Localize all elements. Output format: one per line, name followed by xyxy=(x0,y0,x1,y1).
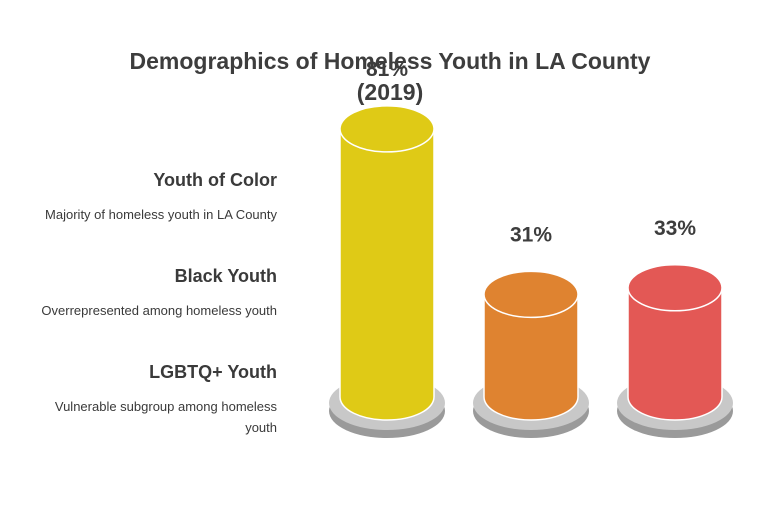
bar-top-2 xyxy=(483,270,579,319)
legend-description: Overrepresented among homeless youth xyxy=(41,303,277,318)
bar-1 xyxy=(339,128,435,421)
legend-label: Black Youth xyxy=(174,266,277,286)
chart-title-line2: (2019) xyxy=(356,79,424,105)
bar-top-1 xyxy=(339,105,435,153)
data-label-1: 81% xyxy=(366,58,408,81)
data-label-3: 33% xyxy=(654,217,696,240)
legend-item-youth-of-color: Youth of Color Majority of homeless yout… xyxy=(20,169,277,225)
bar-top-3 xyxy=(627,264,723,312)
legend-description: Vulnerable subgroup among homeless youth xyxy=(54,399,277,435)
chart-title-line1: Demographics of Homeless Youth in LA Cou… xyxy=(129,48,651,74)
data-label-2: 31% xyxy=(510,223,552,246)
bar-3 xyxy=(627,287,723,421)
legend-item-black-youth: Black Youth Overrepresented among homele… xyxy=(20,265,277,321)
legend-label: LGBTQ+ Youth xyxy=(149,362,277,382)
bar-2 xyxy=(483,293,579,421)
legend-item-lgbtq-youth: LGBTQ+ Youth Vulnerable subgroup among h… xyxy=(20,361,277,438)
chart-title: Demographics of Homeless Youth in LA Cou… xyxy=(0,46,759,108)
legend-label: Youth of Color xyxy=(153,170,277,190)
legend-description: Majority of homeless youth in LA County xyxy=(45,207,277,222)
